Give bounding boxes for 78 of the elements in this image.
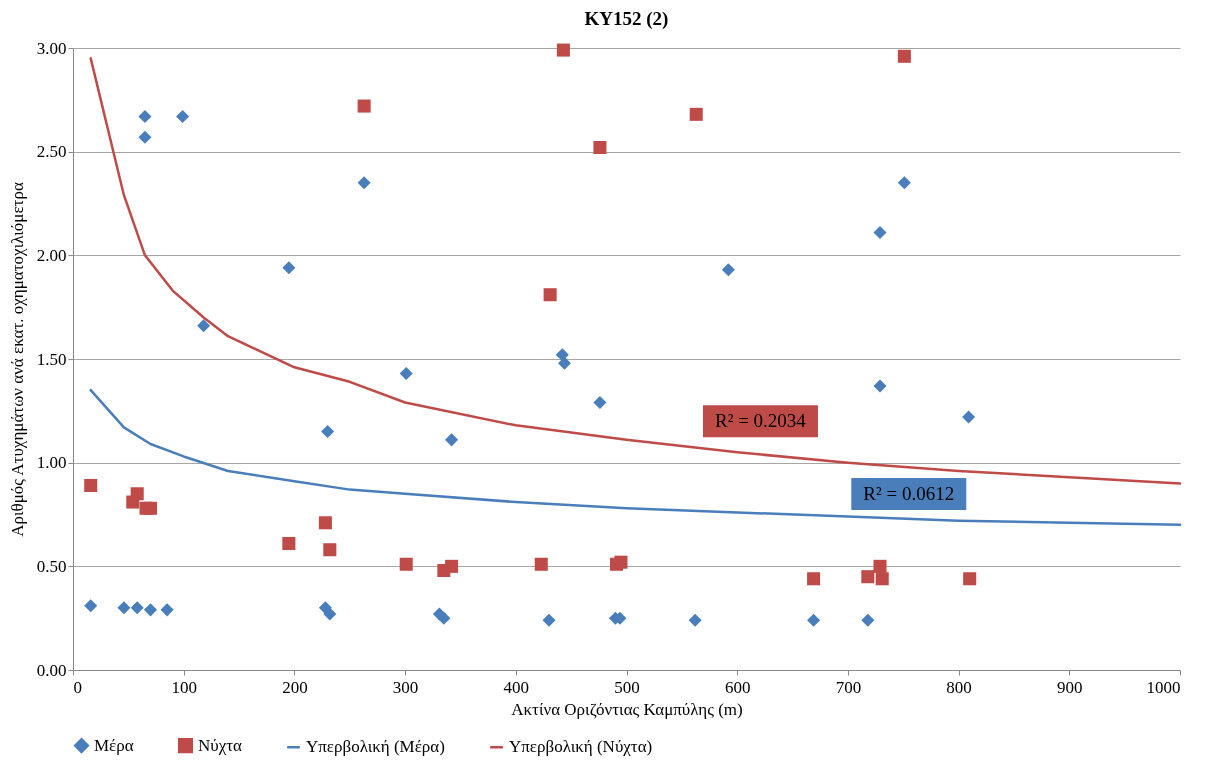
point xyxy=(556,43,570,57)
annotation: R² = 0.0612 xyxy=(863,482,955,504)
point xyxy=(593,396,607,410)
y-tick-label: 1.00 xyxy=(36,453,67,473)
point xyxy=(861,570,875,584)
point xyxy=(963,572,977,586)
line-series xyxy=(89,57,1182,485)
y-tick-label: 2.00 xyxy=(36,245,67,265)
x-tick-label: 100 xyxy=(171,677,197,697)
legend-label: Νύχτα xyxy=(198,735,243,755)
point xyxy=(962,410,976,424)
point xyxy=(143,603,158,617)
point xyxy=(84,478,98,492)
y-tick-label: 2.50 xyxy=(36,142,67,162)
point xyxy=(542,613,556,627)
legend-label: Μέρα xyxy=(94,735,134,755)
point xyxy=(445,559,459,573)
point xyxy=(282,261,296,275)
annotation: R² = 0.2034 xyxy=(715,410,807,432)
point xyxy=(861,613,875,627)
point xyxy=(557,356,572,370)
point xyxy=(875,572,889,586)
y-tick-label: 0.00 xyxy=(36,660,67,680)
point xyxy=(117,601,131,615)
point xyxy=(84,599,98,613)
point xyxy=(399,366,413,381)
point xyxy=(534,557,548,571)
y-tick-label: 0.50 xyxy=(36,556,67,576)
point xyxy=(543,288,557,302)
point xyxy=(176,109,190,123)
x-tick-label: 900 xyxy=(1057,677,1083,697)
point xyxy=(138,109,152,123)
x-tick-label: 200 xyxy=(282,677,308,697)
point xyxy=(321,425,335,439)
point xyxy=(437,611,451,625)
x-tick-label: 0 xyxy=(73,677,82,697)
point xyxy=(689,107,703,121)
point xyxy=(160,603,174,617)
point xyxy=(555,348,569,362)
legend-label: Υπερβολική (Νύχτα) xyxy=(509,737,653,757)
point xyxy=(318,516,332,530)
x-tick-label: 300 xyxy=(392,677,419,697)
x-tick-label: 500 xyxy=(614,677,640,697)
point xyxy=(130,487,144,501)
point xyxy=(282,537,296,551)
y-tick-label: 1.50 xyxy=(36,349,67,369)
chart-title: ΚΥ152 (2) xyxy=(584,8,669,30)
point xyxy=(130,601,144,615)
point xyxy=(138,130,152,144)
x-tick-label: 1000 xyxy=(1146,677,1181,697)
line-series xyxy=(89,388,1182,527)
point xyxy=(873,226,887,240)
point xyxy=(688,613,702,627)
point xyxy=(897,176,911,190)
legend-label: Υπερβολική (Μέρα) xyxy=(306,737,445,757)
point xyxy=(399,557,413,571)
x-tick-label: 700 xyxy=(835,677,862,697)
point xyxy=(197,319,211,333)
point xyxy=(593,141,607,155)
point xyxy=(873,559,887,573)
point xyxy=(807,613,821,627)
x-tick-label: 400 xyxy=(503,677,530,697)
point xyxy=(897,49,911,63)
y-axis-title: Αριθμός Ατυχημάτων ανά εκατ. οχηματοχιλιόμετρα xyxy=(7,182,27,537)
y-tick-label: 3.00 xyxy=(36,38,67,58)
x-axis-title: Ακτίνα Οριζόντιας Καμπύλης (m) xyxy=(511,699,743,719)
point xyxy=(614,555,628,569)
point xyxy=(445,433,459,447)
point xyxy=(357,176,371,190)
x-tick-label: 600 xyxy=(724,677,751,697)
point xyxy=(721,263,735,277)
point xyxy=(323,607,337,621)
point xyxy=(323,543,337,557)
point xyxy=(143,501,158,515)
point xyxy=(873,379,887,393)
point xyxy=(807,572,821,586)
point xyxy=(357,99,371,113)
x-tick-label: 800 xyxy=(946,677,972,697)
